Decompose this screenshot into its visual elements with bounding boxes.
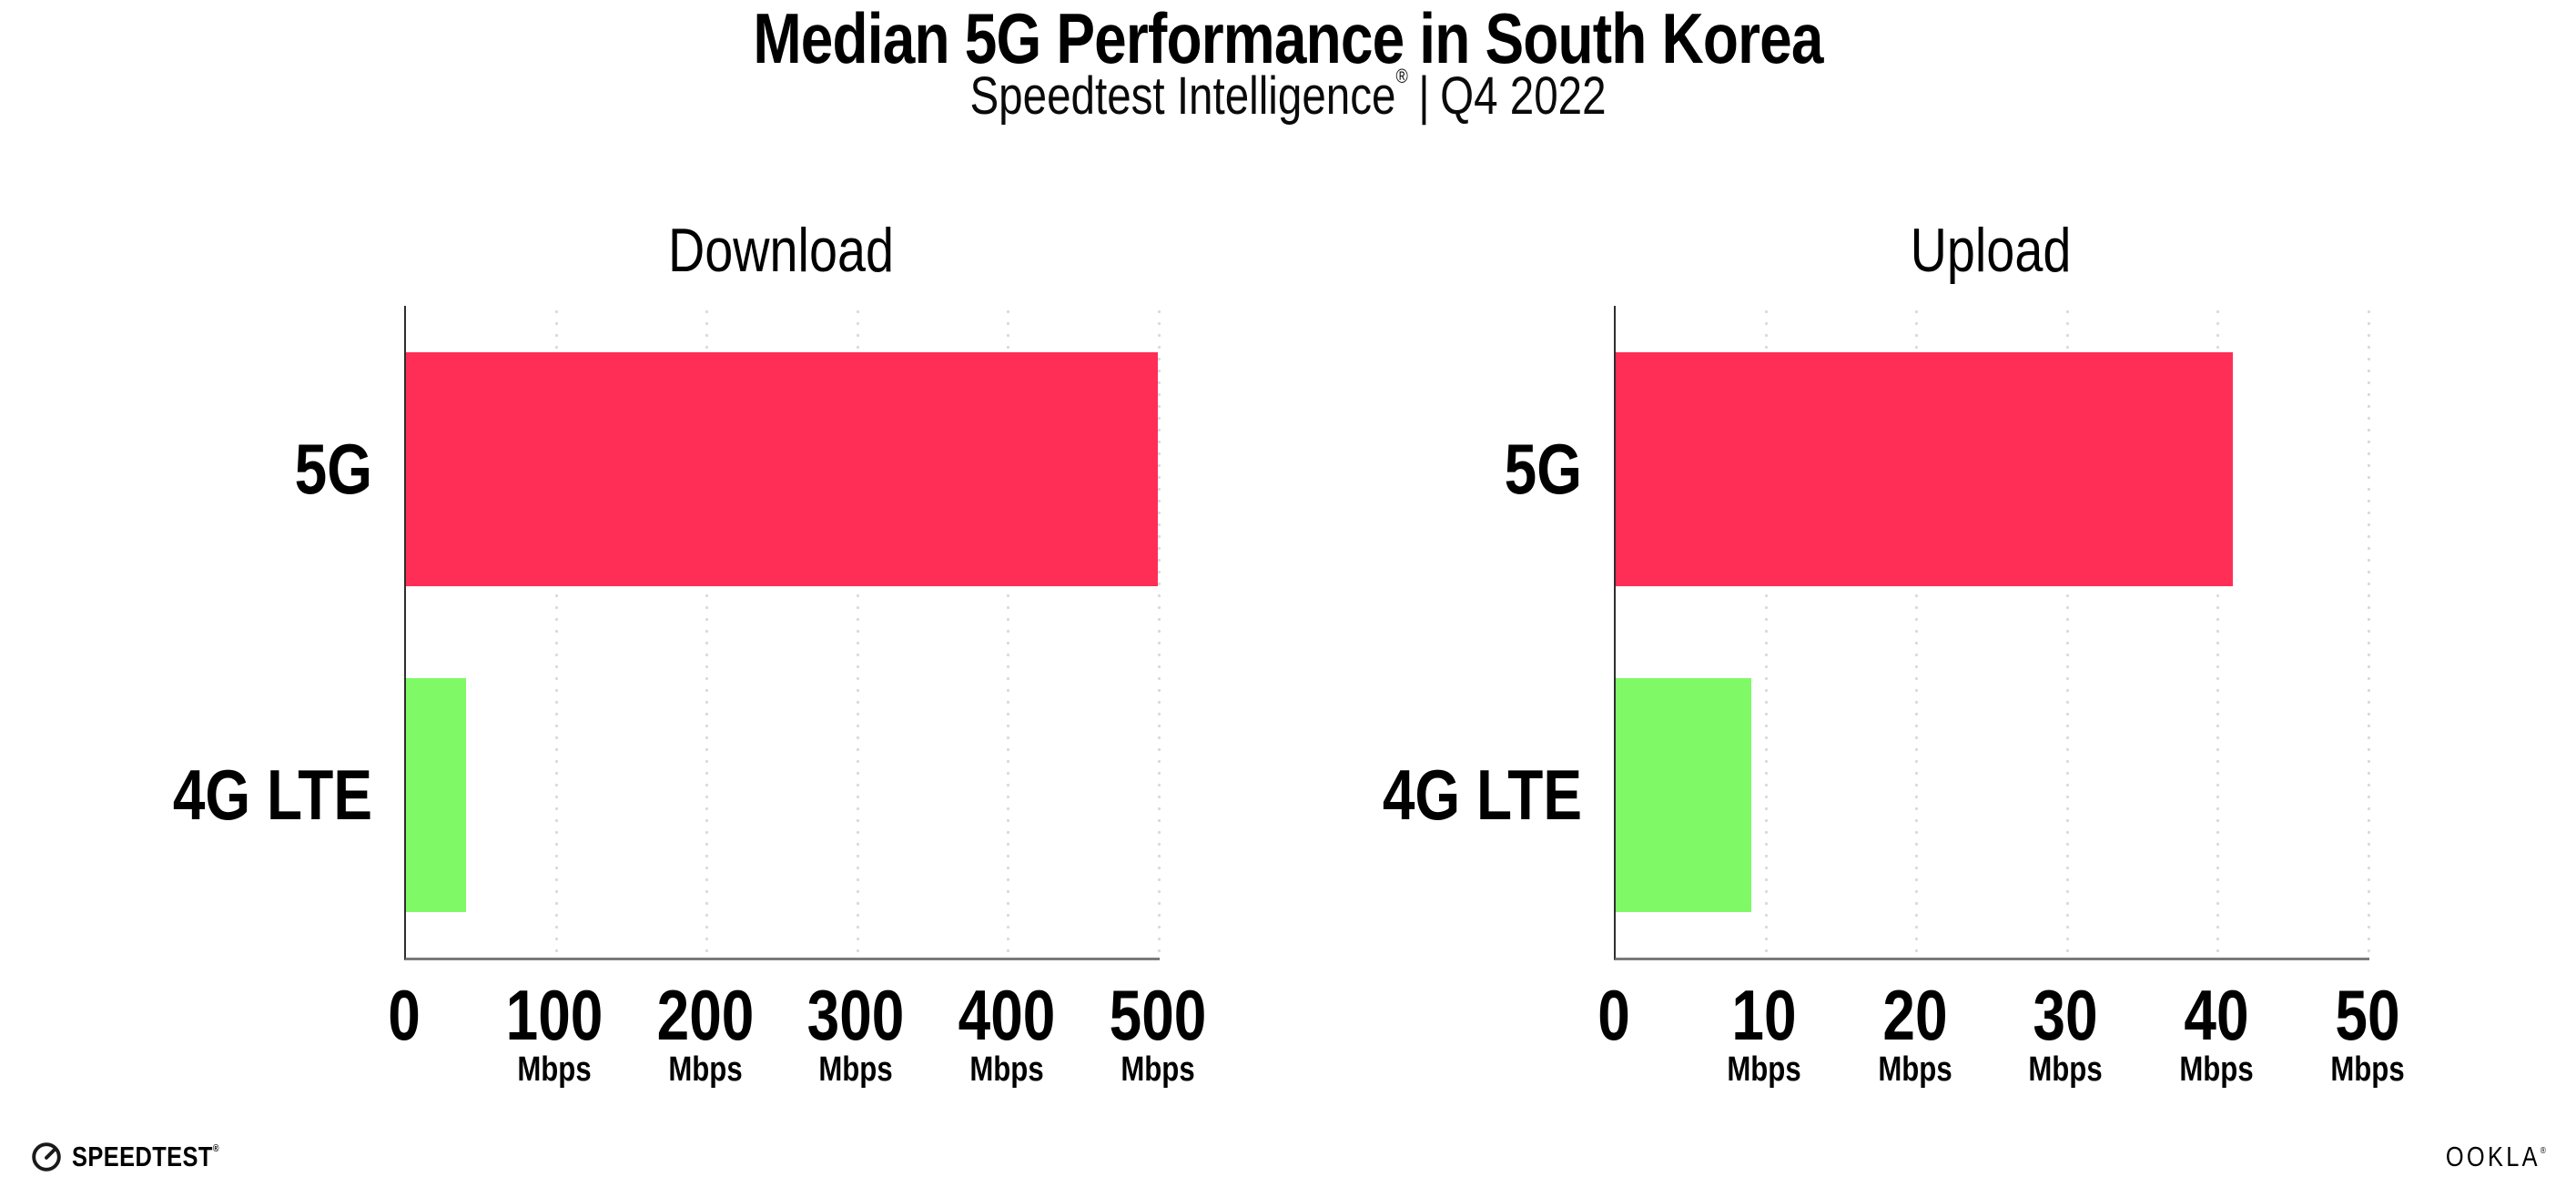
gridline-40 <box>2216 306 2220 958</box>
x-tick-upload-0: 0 <box>1597 975 1630 1055</box>
x-tick-unit-upload-30: Mbps <box>2028 1050 2103 1089</box>
x-tick-unit-upload-40: Mbps <box>2179 1050 2254 1089</box>
x-tick-unit-download-100: Mbps <box>517 1050 592 1089</box>
x-tick-download-400: 400 <box>958 975 1056 1055</box>
x-tick-upload-20: 20 <box>1882 975 1948 1055</box>
gridline-300 <box>856 306 859 958</box>
ookla-logo-text: OOKLA® <box>2445 1141 2549 1172</box>
download-chart-title: Download <box>667 216 894 285</box>
category-label-download-4g-lte: 4G LTE <box>172 755 372 835</box>
category-label-download-5g: 5G <box>294 429 372 509</box>
page-title: Median 5G Performance in South Korea <box>753 0 1823 78</box>
x-tick-unit-download-300: Mbps <box>818 1050 893 1089</box>
x-tick-unit-download-200: Mbps <box>668 1050 743 1089</box>
x-tick-unit-download-400: Mbps <box>969 1050 1044 1089</box>
bar-upload-5g <box>1615 351 2234 586</box>
subtitle-period: Q4 2022 <box>1440 66 1607 126</box>
gridline-400 <box>1007 306 1010 958</box>
gauge-icon <box>32 1142 61 1172</box>
x-tick-unit-upload-20: Mbps <box>1878 1050 1952 1089</box>
x-tick-download-500: 500 <box>1109 975 1206 1055</box>
gridline-500 <box>1158 306 1161 958</box>
x-tick-upload-30: 30 <box>2033 975 2098 1055</box>
x-tick-unit-upload-10: Mbps <box>1727 1050 1801 1089</box>
subtitle-separator: | <box>1418 66 1430 126</box>
x-tick-download-0: 0 <box>387 975 421 1055</box>
gridline-50 <box>2368 306 2370 958</box>
registered-mark-icon: ® <box>1395 65 1408 87</box>
ookla-registered-icon: ® <box>2540 1146 2549 1156</box>
bar-download-5g <box>405 351 1158 586</box>
category-label-upload-5g: 5G <box>1504 429 1582 509</box>
category-label-upload-4g-lte: 4G LTE <box>1382 755 1582 835</box>
gridline-10 <box>1764 306 1768 958</box>
x-tick-upload-40: 40 <box>2184 975 2249 1055</box>
x-tick-download-200: 200 <box>656 975 755 1055</box>
page-subtitle: Speedtest Intelligence® | Q4 2022 <box>232 47 2345 126</box>
x-tick-upload-50: 50 <box>2334 975 2400 1055</box>
x-tick-upload-10: 10 <box>1731 975 1797 1055</box>
bar-upload-4g-lte <box>1615 677 1751 912</box>
subtitle-brand: Speedtest Intelligence <box>969 66 1396 126</box>
upload-chart-title: Upload <box>1910 216 2071 285</box>
download-plot-area <box>403 306 1161 960</box>
x-tick-download-100: 100 <box>505 975 603 1055</box>
x-tick-download-300: 300 <box>806 975 905 1055</box>
bar-download-4g-lte <box>405 677 466 912</box>
x-tick-unit-upload-50: Mbps <box>2329 1050 2405 1089</box>
gridline-200 <box>705 306 709 958</box>
gridline-100 <box>554 306 558 958</box>
ookla-logo: OOKLA® <box>2423 1141 2549 1172</box>
speedtest-trademark-icon: ® <box>212 1143 219 1154</box>
speedtest-logo-text: SPEEDTEST® <box>72 1141 219 1172</box>
speedtest-logo: SPEEDTEST® <box>30 1140 251 1174</box>
gridline-30 <box>2065 306 2069 958</box>
upload-plot-area <box>1613 306 2370 960</box>
x-tick-unit-download-500: Mbps <box>1120 1050 1195 1089</box>
gridline-20 <box>1915 306 1919 958</box>
